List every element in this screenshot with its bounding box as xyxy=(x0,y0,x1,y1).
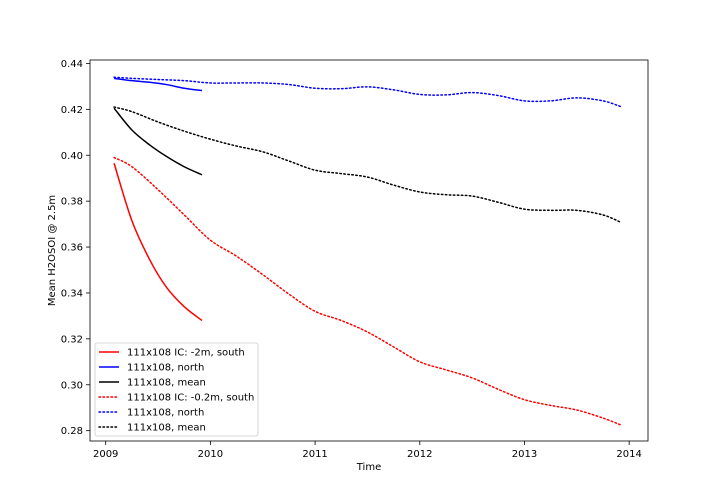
series-line-111x108-north-solid xyxy=(113,77,203,92)
legend-box xyxy=(94,342,259,437)
series-line-111x108-ic-0-2m-south-dotted xyxy=(113,156,622,426)
series-line-111x108-mean-solid xyxy=(113,107,203,176)
plot-frame xyxy=(89,59,649,442)
x-tick-label: 2010 xyxy=(198,449,223,460)
y-tick-label: 0.44 xyxy=(61,59,83,70)
x-tick-label: 2011 xyxy=(302,449,327,460)
legend-label: 111x108, north xyxy=(127,363,204,374)
x-axis: 2009 2010 2011 2012 2013 2014 xyxy=(93,441,642,460)
legend-label: 111x108, mean xyxy=(127,378,206,389)
y-axis: 0.28 0.30 0.32 0.34 0.36 0.38 0.40 0.42 0.44 xyxy=(61,59,90,437)
x-axis-label: Time xyxy=(356,462,381,473)
x-tick-label: 2009 xyxy=(93,449,118,460)
legend-label: 111x108 IC: -2m, south xyxy=(127,348,245,359)
y-tick-label: 0.30 xyxy=(61,380,83,391)
legend-label: 111x108, mean xyxy=(127,423,206,434)
y-tick-label: 0.36 xyxy=(61,243,83,254)
series-layer xyxy=(113,76,622,426)
y-tick-label: 0.38 xyxy=(61,197,83,208)
y-tick-label: 0.32 xyxy=(61,334,83,345)
x-tick-label: 2014 xyxy=(616,449,641,460)
legend-label: 111x108, north xyxy=(127,408,204,419)
x-tick-label: 2012 xyxy=(407,449,432,460)
y-axis-label: Mean H2OSOI @ 2.5m xyxy=(47,195,58,306)
legend-label: 111x108 IC: -0.2m, south xyxy=(127,393,254,404)
y-tick-label: 0.40 xyxy=(61,151,83,162)
series-line-111x108-north-dotted xyxy=(113,76,622,108)
series-line-111x108-ic-2m-south-solid xyxy=(113,163,203,322)
y-tick-label: 0.42 xyxy=(61,105,83,116)
y-tick-label: 0.34 xyxy=(61,288,83,299)
legend: 111x108 IC: -2m, south 111x108, north 111x… xyxy=(94,342,259,437)
series-line-111x108-mean-dotted xyxy=(113,106,622,224)
y-tick-label: 0.28 xyxy=(61,426,83,437)
x-tick-label: 2013 xyxy=(512,449,537,460)
